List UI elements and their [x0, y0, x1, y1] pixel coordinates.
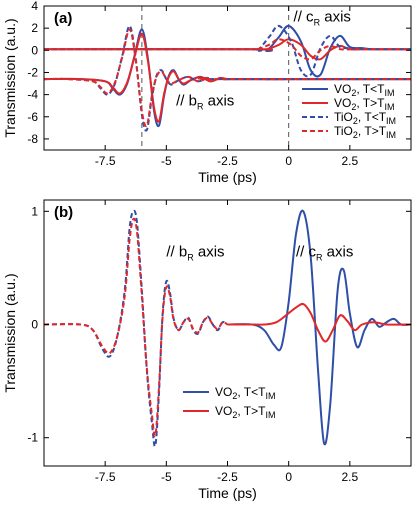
- panel-b-series-group: [44, 209, 411, 448]
- panel-a-annotation: // bR axis: [176, 93, 234, 112]
- panel-a-ytick-label: -8: [27, 132, 38, 146]
- panel-b-legend-entry: VO2, T<TIM: [215, 385, 275, 401]
- panel-a-legend-main: TiO: [334, 124, 353, 138]
- panel-a-legend-sub2: IM: [384, 88, 394, 98]
- panel-b-xtick-label: 0: [285, 470, 292, 484]
- panel-a: -7.5 -5 -2.5 0 2.5 -8 -6 -4 -2 0 2 4 Time (ps) Transm…: [2, 0, 412, 185]
- panel-a-legend-tail: , T>T: [356, 96, 385, 110]
- panel-a-xtick-label: 2.5: [341, 154, 358, 168]
- panel-b-annotation-main: // c: [296, 244, 317, 261]
- panel-b-ytick-label: 0: [31, 318, 38, 332]
- panel-b-legend-sub2: IM: [265, 391, 275, 401]
- panel-a-ytick-label: 4: [31, 0, 38, 13]
- panel-b-annotation-tail: axis: [323, 244, 354, 261]
- panel-b-xtick-label: -5: [161, 470, 172, 484]
- panel-a-ylabel: Transmission (a.u.): [2, 18, 18, 137]
- panel-a-xtick-label: -5: [161, 154, 172, 168]
- panel-a-legend-entry: VO2, T>TIM: [334, 96, 394, 112]
- panel-a-series-tio2_cold_c: [44, 24, 411, 78]
- panel-a-annotation-sub: R: [314, 18, 321, 28]
- panel-b-panel-label: (b): [54, 204, 73, 221]
- panel-a-series-group: [44, 24, 411, 132]
- panel-a-frame: [43, 5, 412, 151]
- panel-a-legend-sub2: IM: [384, 102, 394, 112]
- panel-b-ytick-label: 1: [31, 204, 38, 218]
- panel-a-annotation-main: // b: [176, 93, 197, 110]
- panel-a-xlabel: Time (ps): [198, 169, 257, 185]
- panel-b-xtick-label: 2.5: [341, 470, 358, 484]
- panel-a-ytick-label: 2: [31, 21, 38, 35]
- panel-b-annotation-tail: axis: [194, 244, 225, 261]
- panel-b-annotation-sub: R: [187, 253, 194, 263]
- panel-b-xlabel: Time (ps): [198, 485, 257, 501]
- panel-a-annotation-sub: R: [197, 102, 204, 112]
- panel-b-xtick-label: -7.5: [95, 470, 116, 484]
- panel-a-panel-label: (a): [54, 10, 72, 27]
- panel-b-ytick-label: -1: [27, 431, 38, 445]
- panel-b-legend-sub: 2: [232, 410, 237, 420]
- panel-b-legend-sub2: IM: [265, 410, 275, 420]
- panel-a-legend-main: VO: [334, 96, 351, 110]
- panel-a-legend-entry: TiO2, T>TIM: [334, 124, 396, 140]
- panel-a-legend-main: TiO: [334, 110, 353, 124]
- panel-a-legend-main: VO: [334, 82, 351, 96]
- panel-a-ytick-label: -6: [27, 110, 38, 124]
- panel-b: -7.5 -5 -2.5 0 2.5 -1 0 1 Time (ps) Transmission …: [2, 199, 412, 501]
- panel-a-annotation-tail: axis: [320, 9, 351, 26]
- panel-a-xtick-label: -7.5: [95, 154, 116, 168]
- panel-a-series-tio2_hot_b: [44, 28, 411, 128]
- panel-a-ytick-label: 0: [31, 43, 38, 57]
- panel-a-ytick-label: -2: [27, 65, 38, 79]
- panel-b-annotation-sub: R: [316, 253, 323, 263]
- panel-a-legend-sub: 2: [351, 102, 356, 112]
- panel-b-series-vo2_hot_b_panel: [44, 217, 229, 438]
- panel-a-legend-entry: TiO2, T<TIM: [334, 110, 396, 126]
- panel-b-frame: [43, 199, 412, 467]
- panel-a-ytick-label: -4: [27, 88, 38, 102]
- panel-b-legend-sub: 2: [232, 391, 237, 401]
- panel-b-legend-main: VO: [215, 404, 232, 418]
- panel-a-legend-sub: 2: [353, 116, 358, 126]
- panel-a-legend-tail: , T>T: [358, 124, 387, 138]
- panel-b-legend-tail: , T<T: [237, 385, 266, 399]
- panel-b-series-vo2_cold_c_panel: [227, 209, 411, 446]
- panel-a-legend-tail: , T<T: [358, 110, 387, 124]
- panel-a-legend-sub2: IM: [386, 130, 396, 140]
- panel-b-annotation: // bR axis: [166, 244, 224, 263]
- panel-b-legend-main: VO: [215, 385, 232, 399]
- panel-a-legend-sub: 2: [353, 130, 358, 140]
- panel-b-series-vo2_hot_c_panel: [227, 302, 411, 343]
- panel-b-legend-tail: , T>T: [237, 404, 266, 418]
- panel-a-legend-sub: 2: [351, 88, 356, 98]
- panel-a-annotation-main: // c: [294, 9, 315, 26]
- panel-a-legend-tail: , T<T: [356, 82, 385, 96]
- panel-a-legend-entry: VO2, T<TIM: [334, 82, 394, 98]
- panel-b-annotation: // cR axis: [296, 244, 353, 263]
- panel-a-series-tio2_hot_c: [44, 38, 411, 61]
- panel-a-annotation: // cR axis: [294, 9, 351, 28]
- panel-a-xtick-label: 0: [285, 154, 292, 168]
- panel-a-legend-sub2: IM: [386, 116, 396, 126]
- panel-a-series-vo2_cold_c: [44, 24, 411, 78]
- panel-a-annotation-tail: axis: [203, 93, 234, 110]
- panel-b-ylabel: Transmission (a.u.): [2, 273, 18, 392]
- panel-b-legend-entry: VO2, T>TIM: [215, 404, 275, 420]
- panel-b-annotation-main: // b: [166, 244, 187, 261]
- panel-a-xtick-label: -2.5: [217, 154, 238, 168]
- panel-b-xtick-label: -2.5: [217, 470, 238, 484]
